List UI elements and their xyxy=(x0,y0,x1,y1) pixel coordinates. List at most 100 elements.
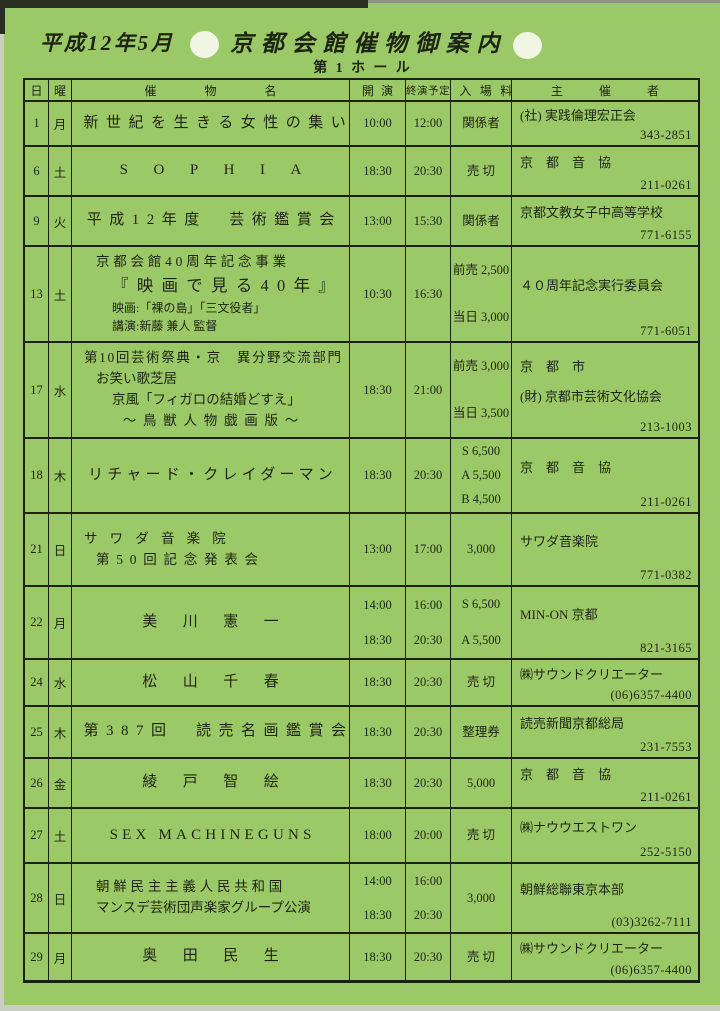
table-row: 6 土 SOPHIA 18:30 20:30 売 切 京 都 音 協 211-0261 xyxy=(25,145,698,195)
organizer-cell: 朝鮮総聯東京本部 (03)3262-7111 xyxy=(511,864,698,932)
end-time-cell: 15:30 xyxy=(405,197,450,245)
day-number: 9 xyxy=(33,213,40,228)
day-cell: 25 xyxy=(25,707,48,757)
weekday-cell: 水 xyxy=(48,343,71,437)
fee-line: 前売 3,000 xyxy=(452,359,510,374)
table-row: 13 土京都会館40周年記念事業 『映画で見る40年』 映画:「裸の島」「三文役者」講… xyxy=(25,245,698,341)
start-time: 13:00 xyxy=(363,542,392,557)
header-weekday: 曜 xyxy=(48,80,71,100)
weekday-label: 水 xyxy=(53,677,67,691)
weekday-label: 月 xyxy=(53,617,67,631)
day-number: 22 xyxy=(30,615,43,629)
weekday-cell: 木 xyxy=(48,707,71,757)
weekday-cell: 土 xyxy=(48,247,71,341)
header-start-time: 開演 xyxy=(349,80,405,100)
header-event-name: 催物名 xyxy=(71,80,349,100)
table-row: 21 日サワダ音楽院 第50回記念発表会 13:00 17:00 3,000 サワダ音楽院 7… xyxy=(25,512,698,585)
weekday-cell: 日 xyxy=(48,514,71,585)
weekday-cell: 土 xyxy=(48,147,71,195)
day-number: 25 xyxy=(30,724,43,739)
end-time-cell: 20:30 xyxy=(405,759,450,807)
phone-number: 771-6051 xyxy=(640,324,692,338)
end-time: 20:30 xyxy=(413,907,443,922)
end-time: 16:00 xyxy=(413,873,443,888)
table-row: 24 水 松山千春 18:30 20:30 売 切 ㈱サウンドクリエーター (06)6357-… xyxy=(25,658,698,705)
fee-cell: 売 切 xyxy=(450,147,511,195)
start-time-cell: 14:00 18:30 xyxy=(349,587,405,658)
event-name-line: 講演:新藤 兼人 監督 xyxy=(112,319,218,334)
fee-line: 売 切 xyxy=(466,949,496,964)
fee-line: 3,000 xyxy=(466,890,496,905)
header-organizer: 主催者 xyxy=(511,80,698,100)
day-number: 1 xyxy=(33,116,40,130)
organizer-name: 京都文教女子中高等学校 xyxy=(520,205,664,221)
day-number: 13 xyxy=(30,286,43,301)
weekday-label: 木 xyxy=(53,726,67,741)
event-name-line: 第10回芸術祭典・京 異分野交流部門 xyxy=(84,350,343,366)
organizer-names: 京 都 音 協 xyxy=(520,441,698,495)
fee-cell: 売 切 xyxy=(450,660,511,705)
event-name-line: 松山千春 xyxy=(142,673,305,690)
event-cell: 新世紀を生きる女性の集い xyxy=(71,102,349,145)
weekday-cell: 月 xyxy=(48,934,71,980)
day-number: 17 xyxy=(30,382,43,397)
start-time: 14:00 xyxy=(363,597,392,612)
phone-number: 821-3165 xyxy=(640,641,692,655)
organizer-cell: 京 都 音 協 211-0261 xyxy=(511,759,698,807)
header-admission-fee: 入場料 xyxy=(450,80,511,100)
punch-hole-left xyxy=(190,31,219,58)
start-time: 18:30 xyxy=(363,382,392,397)
organizer-name: MIN-ON 京都 xyxy=(520,606,598,622)
event-name-line: 映画:「裸の島」「三文役者」 xyxy=(112,300,266,315)
fee-cell: 前売 3,000 当日 3,500 xyxy=(450,343,511,437)
organizer-cell: 京 都 音 協 211-0261 xyxy=(511,439,698,512)
day-cell: 27 xyxy=(25,809,48,862)
fee-line: 前売 2,500 xyxy=(452,263,510,278)
end-time: 17:00 xyxy=(413,542,443,557)
fee-line: 整理券 xyxy=(462,724,500,739)
scan-edge-left xyxy=(0,0,5,34)
table-row: 22 月 美川憲一 14:00 18:30 16:00 20:30 S 6,500 A 5,50… xyxy=(25,585,698,658)
phone-number: 211-0261 xyxy=(640,495,692,509)
fee-line: B 4,500 xyxy=(461,492,501,507)
event-cell: 平成12年度 芸術鑑賞会 xyxy=(71,197,349,245)
end-time: 20:30 xyxy=(413,949,443,964)
day-number: 18 xyxy=(30,468,43,482)
weekday-label: 土 xyxy=(53,165,67,180)
organizer-names: ㈱サウンドクリエーター xyxy=(520,936,698,963)
start-time: 18:30 xyxy=(363,468,392,483)
end-time-cell: 16:00 20:30 xyxy=(405,587,450,658)
table-row: 26 金 綾戸智絵 18:30 20:30 5,000 京 都 音 協 211-0261 xyxy=(25,757,698,807)
organizer-cell: 読売新聞京都総局 231-7553 xyxy=(511,707,698,757)
start-time-cell: 18:30 xyxy=(349,147,405,195)
table-row: 25 木 第387回 読売名画鑑賞会 18:30 20:30 整理券 読売新聞京都総局 231… xyxy=(25,705,698,757)
event-name-line: 京風「フィガロの結婚どすえ」 xyxy=(112,392,301,407)
event-name-line: 『映画で見る40年』 xyxy=(112,276,343,296)
fee-line: S 6,500 xyxy=(461,597,501,612)
organizer-name: 京 都 音 協 xyxy=(520,155,612,171)
organizer-names: (社) 実践倫理宏正会 xyxy=(520,104,698,128)
page-title: 京都会館催物御案内 xyxy=(230,31,508,56)
event-name-line: 綾戸智絵 xyxy=(142,774,305,791)
start-time-cell: 18:30 xyxy=(349,439,405,512)
start-time: 18:30 xyxy=(363,163,392,178)
event-cell: リチャード・クレイダーマン xyxy=(71,439,349,512)
organizer-cell: 京都文教女子中高等学校 771-6155 xyxy=(511,197,698,245)
end-time: 21:00 xyxy=(413,382,443,397)
end-time-cell: 20:30 xyxy=(405,660,450,705)
event-name-line: ～鳥獣人物戯画版～ xyxy=(122,412,305,428)
phone-number: 252-5150 xyxy=(640,845,692,859)
end-time-cell: 20:30 xyxy=(405,439,450,512)
event-cell: SEX MACHINEGUNS xyxy=(71,809,349,862)
organizer-cell: 京 都 市 (財) 京都市芸術文化協会 213-1003 xyxy=(511,343,698,437)
event-name-line: SOPHIA xyxy=(119,162,327,179)
event-cell: 松山千春 xyxy=(71,660,349,705)
start-time: 18:30 xyxy=(363,949,392,964)
organizer-name: 読売新聞京都総局 xyxy=(520,716,625,732)
organizer-name: 京 都 音 協 xyxy=(520,767,612,783)
phone-number: 771-0382 xyxy=(640,568,692,582)
organizer-name: サワダ音楽院 xyxy=(520,533,599,549)
weekday-label: 土 xyxy=(53,830,67,844)
organizer-names: 京 都 市 (財) 京都市芸術文化協会 xyxy=(520,345,698,420)
end-time-cell: 20:30 xyxy=(405,147,450,195)
